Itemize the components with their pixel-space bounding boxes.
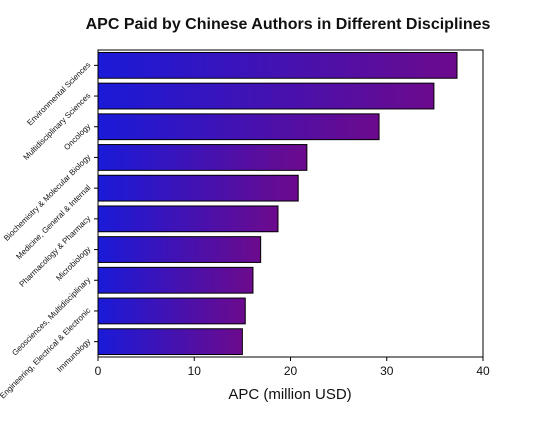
x-tick-label: 40 [476, 364, 490, 378]
x-tick-label: 10 [188, 364, 202, 378]
bar [97, 51, 458, 79]
bar [97, 144, 308, 171]
bar [97, 82, 435, 110]
bar [97, 328, 243, 356]
y-tick-label: Oncology [62, 122, 92, 152]
chart-title: APC Paid by Chinese Authors in Different… [86, 16, 491, 33]
bar [97, 236, 262, 263]
bar [97, 297, 246, 325]
bar [97, 266, 254, 294]
bar [97, 113, 380, 141]
x-tick-label: 0 [95, 364, 102, 378]
bar [97, 174, 299, 202]
bar [97, 205, 279, 233]
x-tick-label: 30 [380, 364, 394, 378]
x-axis-label: APC (million USD) [228, 386, 351, 403]
x-tick-label: 20 [284, 364, 298, 378]
